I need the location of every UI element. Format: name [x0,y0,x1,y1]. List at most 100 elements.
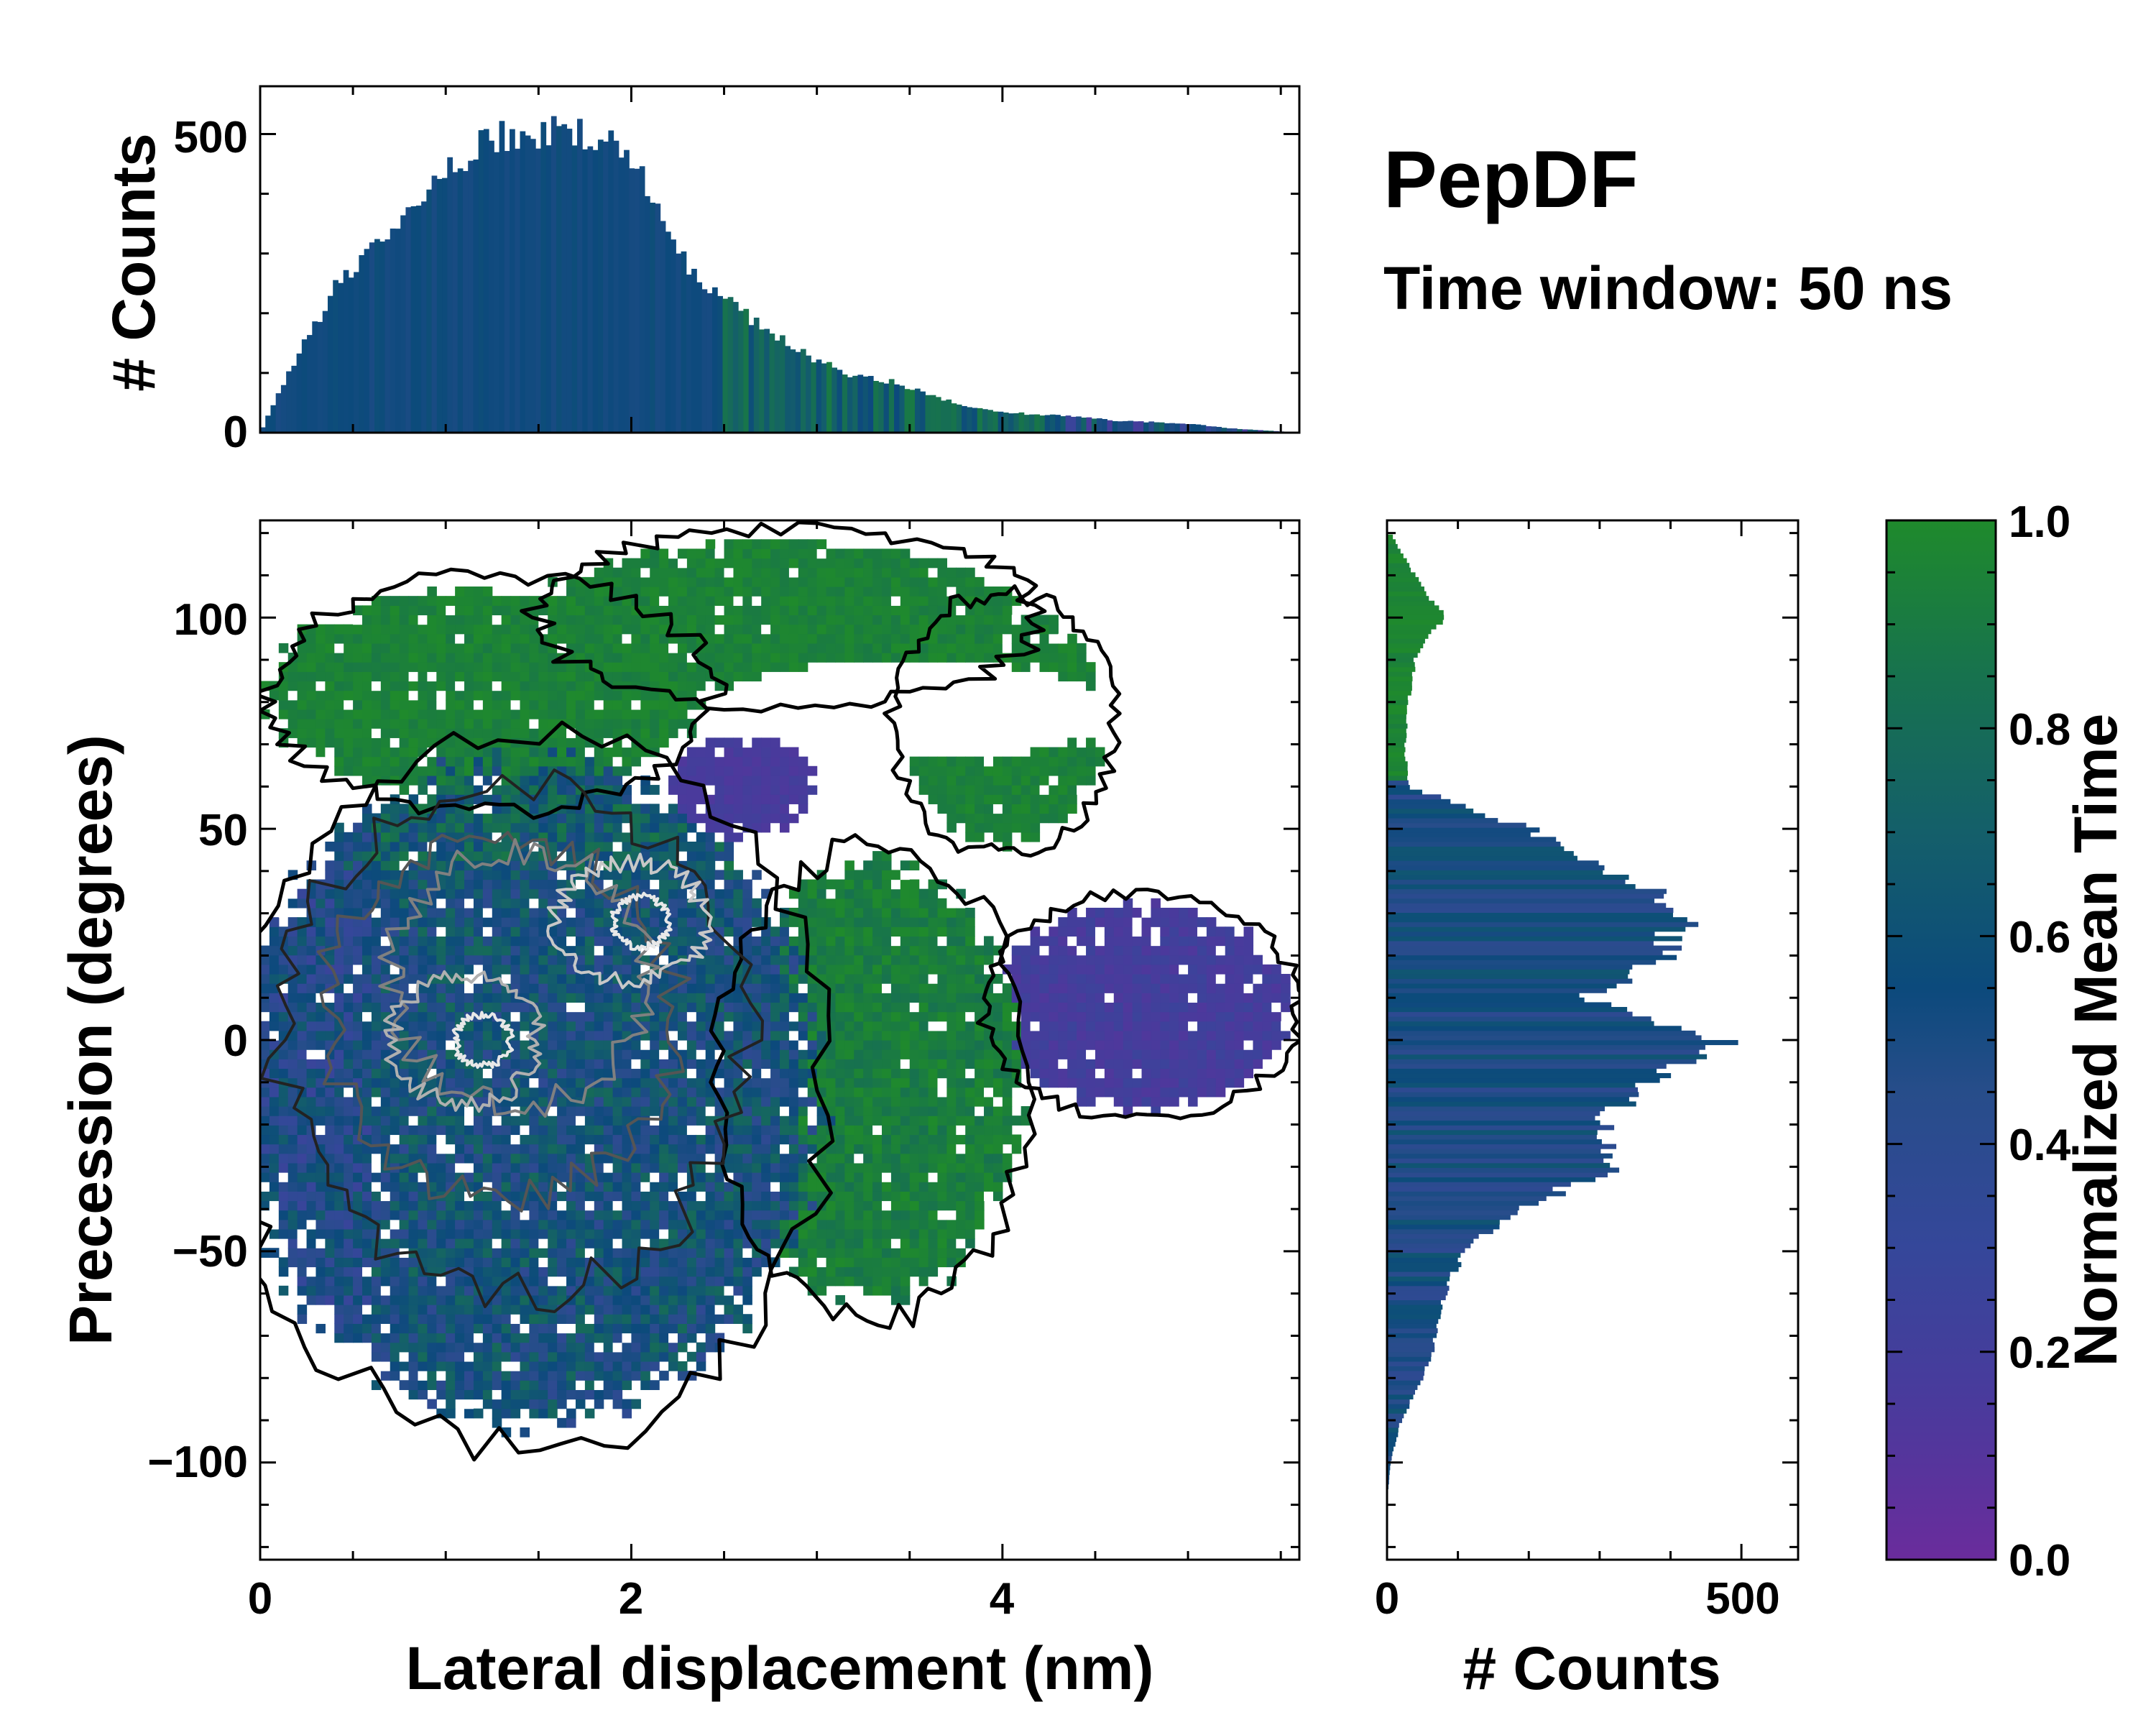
heatmap-cell [780,1030,790,1041]
heatmap-cell [631,576,641,587]
heatmap-cell [640,832,650,842]
heatmap-cell [446,1200,456,1211]
heatmap-cell [752,643,762,653]
heatmap-cell [408,1191,419,1202]
heatmap-cell [668,576,678,587]
heatmap-cell [501,643,512,653]
heatmap-cell [287,1153,298,1164]
heatmap-cell [622,794,632,804]
heatmap-cell [455,964,465,975]
heatmap-cell [622,1351,632,1362]
heatmap-cell [287,1002,298,1013]
heatmap-cell [269,1011,280,1022]
heatmap-cell [344,954,354,965]
heatmap-cell [752,558,762,569]
top-hist-bar [629,168,635,433]
heatmap-cell [399,747,410,758]
heatmap-cell [427,945,437,956]
heatmap-cell [752,653,762,663]
heatmap-cell [510,898,521,908]
heatmap-cell [510,1389,521,1400]
heatmap-cell [788,1068,799,1079]
heatmap-cell [538,690,548,701]
top-hist-bar [421,201,427,433]
heatmap-cell [780,1116,790,1126]
heatmap-cell [390,907,400,918]
heatmap-cell [418,633,428,644]
heatmap-cell [696,1049,706,1059]
heatmap-cell [492,1228,502,1239]
heatmap-cell [705,643,716,653]
heatmap-cell [436,756,446,767]
heatmap-cell [696,1153,706,1164]
heatmap-cell [677,1342,688,1353]
top-hist-bar [468,160,474,433]
heatmap-cell [557,728,567,738]
heatmap-cell [436,1200,446,1211]
heatmap-cell [510,653,521,663]
heatmap-cell [399,1153,410,1164]
heatmap-cell [380,1172,391,1182]
heatmap-cell [770,615,780,625]
heatmap-cell [686,586,697,597]
heatmap-cell [538,1182,548,1192]
heatmap-cell [510,1210,521,1220]
heatmap-cell [371,1059,382,1070]
heatmap-cell [788,1011,799,1022]
heatmap-cell [622,1172,632,1182]
heatmap-cell [408,709,419,719]
heatmap-cell [492,1116,502,1126]
heatmap-cell [742,1182,752,1192]
heatmap-cell [705,1182,716,1192]
heatmap-cell [315,1323,326,1334]
heatmap-cell [306,926,317,937]
heatmap-cell [650,643,660,653]
heatmap-cell [510,945,521,956]
heatmap-cell [446,1361,456,1371]
heatmap-cell [427,1106,437,1116]
heatmap-cell [464,662,474,672]
heatmap-cell [529,1333,539,1343]
heatmap-cell [325,699,335,710]
heatmap-cell [362,1059,372,1070]
heatmap-cell [686,1077,697,1088]
heatmap-cell [816,1219,827,1230]
heatmap-cell [733,1125,743,1136]
heatmap-cell [260,1134,270,1145]
heatmap-cell [501,1266,512,1277]
heatmap-cell [482,681,493,691]
heatmap-cell [529,879,539,890]
heatmap-cell [650,1125,660,1136]
heatmap-cell [705,1285,716,1296]
heatmap-cell [770,813,780,824]
heatmap-cell [287,728,298,738]
heatmap-cell [353,1285,363,1296]
heatmap-cell [733,624,743,635]
heatmap-cell [334,1238,344,1248]
heatmap-cell [482,624,493,635]
heatmap-cell [798,1077,808,1088]
heatmap-cell [287,1144,298,1154]
heatmap-cell [612,794,623,804]
heatmap-cell [427,775,437,786]
heatmap-cell [798,1106,808,1116]
heatmap-cell [446,1077,456,1088]
heatmap-cell [826,1266,837,1277]
top-hist-bar [270,405,277,433]
heatmap-cell [464,1314,474,1324]
heatmap-cell [686,1144,697,1154]
heatmap-cell [427,709,437,719]
heatmap-cell [399,1285,410,1296]
heatmap-cell [269,926,280,937]
heatmap-cell [362,1333,372,1343]
heatmap-cell [418,1294,428,1305]
top-hist-bar [857,374,864,433]
heatmap-cell [492,1238,502,1248]
heatmap-cell [399,936,410,947]
heatmap-cell [297,993,308,1003]
heatmap-cell [473,605,484,616]
heatmap-cell [714,917,725,927]
heatmap-cell [696,1116,706,1126]
heatmap-cell [520,1371,530,1381]
heatmap-cell [584,1323,595,1334]
